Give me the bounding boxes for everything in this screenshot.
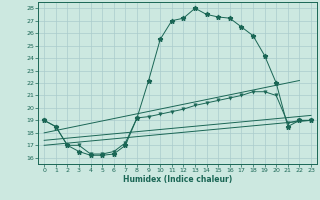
X-axis label: Humidex (Indice chaleur): Humidex (Indice chaleur) — [123, 175, 232, 184]
